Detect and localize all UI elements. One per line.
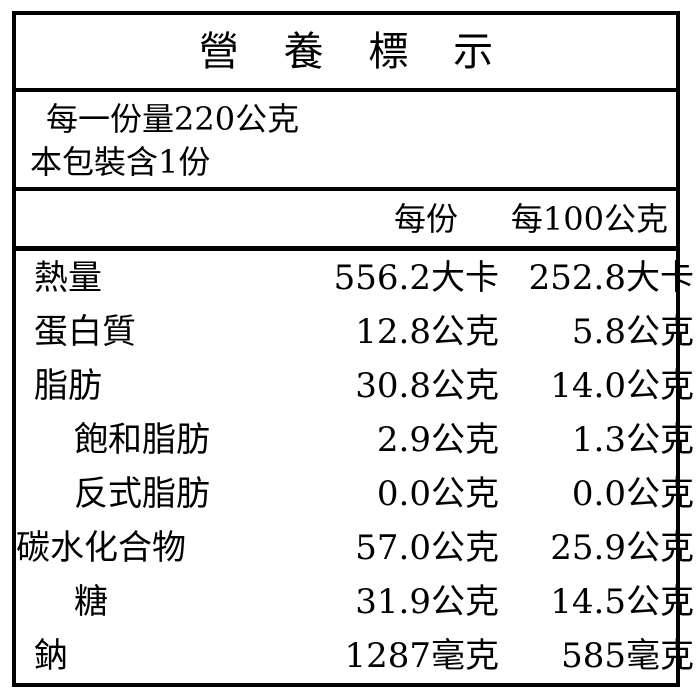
nutrient-value-per-100g: 5.8公克 (571, 312, 694, 352)
nutrient-value-per-100g: 585毫克 (561, 636, 694, 676)
nutrient-label: 碳水化合物 (16, 528, 186, 568)
nutrient-value-per-100g: 252.8大卡 (528, 258, 694, 298)
nutrient-table-body: 熱量 556.2大卡 252.8大卡 蛋白質 12.8公克 5.8公克 脂肪 3… (16, 251, 698, 683)
serving-info-row: 每一份量220公克 本包裝含1份 (16, 92, 676, 191)
nutrient-label: 熱量 (34, 258, 102, 298)
nutrient-label: 脂肪 (34, 366, 102, 406)
table-row: 飽和脂肪 2.9公克 1.3公克 (16, 413, 698, 467)
servings-per-container-text: 本包裝含1份 (30, 143, 211, 181)
nutrient-value-per-100g: 0.0公克 (571, 474, 694, 514)
nutrient-value-per-serving: 57.0公克 (355, 528, 499, 568)
nutrient-value-per-serving: 1287毫克 (344, 636, 499, 676)
nutrient-label: 鈉 (34, 636, 68, 676)
nutrient-value-per-100g: 25.9公克 (550, 528, 694, 568)
nutrient-value-per-100g: 14.0公克 (550, 366, 694, 406)
nutrient-value-per-100g: 1.3公克 (571, 420, 694, 460)
nutrient-value-per-serving: 12.8公克 (355, 312, 499, 352)
table-row: 糖 31.9公克 14.5公克 (16, 575, 698, 629)
nutrient-label: 反式脂肪 (74, 474, 210, 514)
label-title-row: 營 養 標 示 (16, 15, 676, 92)
table-row: 反式脂肪 0.0公克 0.0公克 (16, 467, 698, 521)
table-row: 蛋白質 12.8公克 5.8公克 (16, 305, 698, 359)
nutrient-label: 飽和脂肪 (74, 420, 210, 460)
nutrient-value-per-serving: 31.9公克 (355, 582, 499, 622)
table-row: 熱量 556.2大卡 252.8大卡 (16, 251, 698, 305)
column-header-per-serving: 每份 (393, 199, 458, 238)
nutrition-facts-label: 營 養 標 示 每一份量220公克 本包裝含1份 每份 每100公克 熱量 55… (12, 11, 694, 687)
column-header-per-100g: 每100公克 (510, 199, 668, 238)
column-header-row: 每份 每100公克 (16, 191, 676, 251)
nutrient-value-per-100g: 14.5公克 (550, 582, 694, 622)
nutrient-label: 蛋白質 (34, 312, 136, 352)
nutrient-value-per-serving: 556.2大卡 (333, 258, 499, 298)
table-row: 碳水化合物 57.0公克 25.9公克 (16, 521, 698, 575)
nutrient-value-per-serving: 0.0公克 (376, 474, 499, 514)
table-row: 脂肪 30.8公克 14.0公克 (16, 359, 698, 413)
nutrient-table: 熱量 556.2大卡 252.8大卡 蛋白質 12.8公克 5.8公克 脂肪 3… (16, 251, 698, 683)
table-row: 鈉 1287毫克 585毫克 (16, 629, 698, 683)
serving-size-text: 每一份量220公克 (46, 100, 300, 138)
nutrient-label: 糖 (74, 582, 108, 622)
page-title: 營 養 標 示 (198, 28, 510, 75)
nutrient-value-per-serving: 30.8公克 (355, 366, 499, 406)
nutrient-value-per-serving: 2.9公克 (376, 420, 499, 460)
